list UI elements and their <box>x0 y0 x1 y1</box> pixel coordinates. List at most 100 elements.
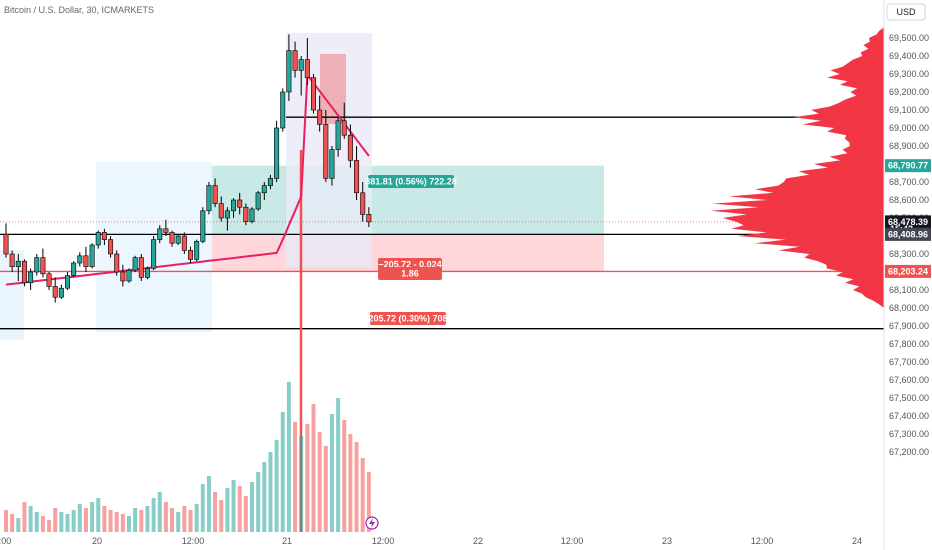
candle <box>347 124 353 168</box>
volume-bar <box>366 472 371 532</box>
volume-bar <box>231 480 236 532</box>
candle <box>151 236 157 271</box>
volume-bar <box>293 422 298 532</box>
candle <box>21 259 27 287</box>
y-tick-label: 69,100.00 <box>889 105 929 115</box>
lightning-icon[interactable] <box>365 516 379 530</box>
candle <box>354 146 360 200</box>
volume-bar <box>83 508 88 532</box>
volume-bar <box>213 492 218 532</box>
candle <box>58 284 64 299</box>
volume-bar <box>336 398 341 532</box>
x-tick-label: 12:00 <box>182 536 205 546</box>
volume-bar <box>47 520 52 532</box>
candle <box>3 223 9 258</box>
volume-bar <box>65 514 70 532</box>
candle <box>360 182 366 222</box>
volume-bar <box>268 452 273 532</box>
candle <box>298 56 304 96</box>
price-axis[interactable]: 69,500.00 69,400.00 69,300.00 69,200.00 69,1… <box>889 33 929 457</box>
candle <box>237 192 243 215</box>
candle <box>341 102 347 139</box>
volume-bar <box>28 506 33 532</box>
candle <box>280 88 286 132</box>
volume-bar <box>127 516 131 532</box>
x-tick-label: 12:00 <box>372 536 395 546</box>
price-badge: 68,478.39 <box>888 217 928 227</box>
x-tick-label: 20 <box>92 536 102 546</box>
currency-button[interactable]: USD <box>886 3 926 21</box>
x-tick-label: 12:00 <box>751 536 774 546</box>
candle <box>329 146 335 186</box>
x-tick-label: 12:00 <box>0 536 11 546</box>
volume-bar <box>71 510 76 532</box>
candle <box>15 254 21 281</box>
y-tick-label: 68,900.00 <box>889 141 929 151</box>
candle <box>101 228 107 245</box>
volume-bar <box>305 424 310 532</box>
profile-shape <box>710 27 884 308</box>
candle <box>224 207 230 231</box>
candle <box>194 239 200 262</box>
y-tick-label: 67,400.00 <box>889 411 929 421</box>
y-tick-label: 67,800.00 <box>889 339 929 349</box>
candle <box>40 248 46 278</box>
candle <box>52 277 58 303</box>
volume-bar <box>90 502 95 532</box>
stop-label-bg <box>370 312 446 325</box>
volume-bar <box>237 486 242 532</box>
target-label: 381.81 (0.56%) 722.28 <box>365 177 457 187</box>
candle <box>335 117 341 157</box>
candle <box>218 196 224 222</box>
y-tick-label: 67,300.00 <box>889 429 929 439</box>
candle <box>89 243 95 269</box>
volume-bar <box>317 432 322 532</box>
x-tick-label: 23 <box>662 536 672 546</box>
candle <box>46 272 52 290</box>
y-tick-label: 67,500.00 <box>889 393 929 403</box>
volume-bar <box>151 498 156 532</box>
volume-bar <box>299 436 304 532</box>
volume-bar <box>256 472 261 532</box>
volume-bar <box>170 508 175 532</box>
candle <box>255 191 261 211</box>
y-tick-label: 68,000.00 <box>889 303 929 313</box>
position-labels: 381.81 (0.56%) 722.28 −205.72 - 0.0241.86… <box>365 175 457 325</box>
price-badge-bg <box>885 159 931 173</box>
candle <box>144 266 150 280</box>
price-badge: 68,408.96 <box>888 229 928 239</box>
candle <box>304 38 310 85</box>
volume-bar <box>139 510 144 532</box>
candle <box>231 198 237 218</box>
target-label-bg <box>368 175 454 188</box>
candle <box>95 230 101 249</box>
x-tick-label: 12:00 <box>561 536 584 546</box>
candle <box>243 203 249 226</box>
y-tick-label: 67,600.00 <box>889 375 929 385</box>
volume-bar <box>274 440 279 532</box>
volume-bar <box>311 404 316 532</box>
candle <box>310 74 316 114</box>
candle <box>120 264 126 287</box>
time-axis[interactable]: 12:00 20 12:00 21 12:00 22 12:00 23 12:00 24 <box>0 536 862 546</box>
volume-bar <box>329 414 334 532</box>
candle <box>108 236 114 258</box>
candle <box>206 182 212 215</box>
volume-bar <box>114 512 119 532</box>
candle <box>71 261 77 278</box>
price-badges: 68,790.7768,478.3915:4368,408.9668,203.2… <box>885 159 931 278</box>
volume-bar <box>176 512 181 532</box>
candle <box>169 230 175 247</box>
volume-bar <box>188 510 193 532</box>
y-tick-label: 69,500.00 <box>889 33 929 43</box>
volume-bar <box>96 498 101 532</box>
volume-bar <box>200 484 205 532</box>
volume-bar <box>53 508 58 532</box>
volume-bar <box>182 506 187 532</box>
volume-bars <box>4 382 371 532</box>
candle <box>157 225 163 244</box>
candle <box>65 272 71 290</box>
candle <box>249 207 255 224</box>
volume-bar <box>34 512 39 532</box>
